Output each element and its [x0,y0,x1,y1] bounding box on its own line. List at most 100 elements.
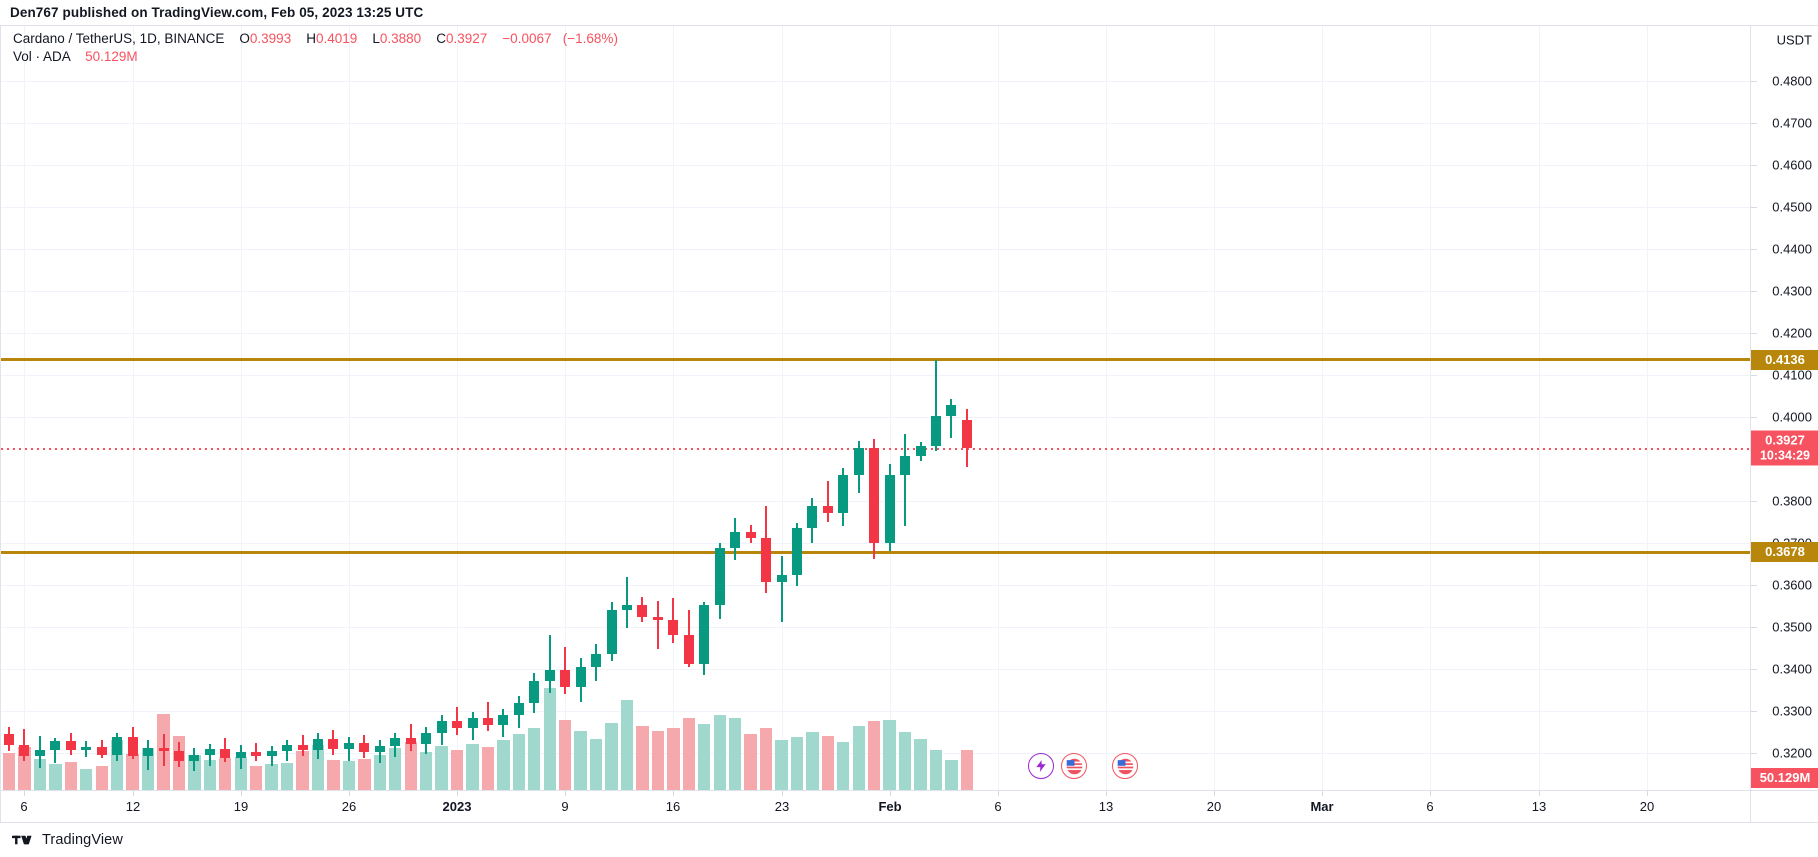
volume-bar [914,738,927,790]
chart-legend: Cardano / TetherUS, 1D, BINANCE O0.3993 … [13,30,618,65]
volume-bar [790,737,804,790]
time-axis-tick-label: 6 [20,799,28,814]
legend-high-label: H [306,31,316,46]
countdown-timer: 10:34:29 [1759,448,1811,463]
volume-bar [682,718,695,790]
candle-body [745,532,756,538]
time-axis-tickmark [673,791,674,796]
last-price-badge[interactable]: 0.3927 10:34:29 [1751,430,1818,466]
price-axis-tickmark [1751,375,1757,376]
candle-body [19,745,30,757]
candle-body [34,749,45,757]
footer-brand: TradingView [42,832,123,848]
candle-body [946,405,957,417]
support-price-badge[interactable]: 0.3678 [1751,542,1818,562]
candle-body [297,745,308,751]
time-axis-tick-label: 9 [561,799,569,814]
price-axis-tickmark [1751,291,1757,292]
price-axis[interactable]: USDT 0.4800 0.4700 0.4600 0.4500 0.4400 0.4300… [1750,25,1818,790]
gridline-vertical [1106,26,1107,790]
us-flag-marker-2[interactable] [1112,753,1138,779]
time-axis-tickmark [133,791,134,796]
volume-badge[interactable]: 50.129M [1751,768,1818,788]
volume-bar [188,754,201,790]
price-axis-tickmark [1751,627,1757,628]
legend-high-value: 0.4019 [316,31,358,46]
candle-body [683,635,694,664]
resistance-price-badge[interactable]: 0.4136 [1751,350,1818,370]
time-axis-tickmark [241,791,242,796]
legend-low-value: 0.3880 [379,31,422,46]
volume-bar [821,735,835,790]
lightning-bolt-icon [1036,760,1046,772]
candle-body [730,532,741,549]
price-axis-tick-label: 0.3500 [1772,619,1812,635]
chart-pane[interactable]: Cardano / TetherUS, 1D, BINANCE O0.3993 … [0,25,1750,790]
legend-change-pct: (−1.68%) [562,31,618,46]
price-line-resistance[interactable] [1,358,1750,361]
candle-wick [486,701,489,732]
candle-body [158,747,169,751]
time-axis-tick-label: 6 [1426,799,1434,814]
candle-body [668,620,679,636]
tradingview-logo-icon [12,833,34,847]
candle-body [699,605,710,664]
volume-bar [512,734,526,790]
time-axis-tick-label: 6 [994,799,1002,814]
price-axis-tick-label: 0.4800 [1772,73,1812,89]
gridline-horizontal [1,669,1750,670]
price-line-support[interactable] [1,551,1750,554]
candle-body [266,751,277,757]
gridline-horizontal [1,711,1750,712]
volume-bar [929,750,943,790]
gridline-vertical [1430,26,1431,790]
price-axis-tickmark [1751,585,1757,586]
legend-open-value: 0.3993 [249,31,292,46]
legend-volume-row: Vol · ADA 50.129M [13,48,618,65]
price-axis-tick-label: 0.4100 [1772,367,1812,383]
volume-bar [651,730,665,790]
volume-bar [775,740,788,790]
volume-bar [419,751,433,790]
candle-wick [255,742,258,762]
gridline-horizontal [1,417,1750,418]
gridline-vertical [782,26,783,790]
volume-bar [327,759,340,790]
candle-body [421,732,432,744]
price-axis-tickmark [1751,417,1757,418]
volume-bar [435,746,448,790]
time-axis-tick-label: Feb [878,799,902,814]
candle-body [405,737,416,744]
price-axis-tick-label: 0.4700 [1772,115,1812,131]
time-axis-tickmark [1106,791,1107,796]
volume-bar [898,732,912,790]
time-axis-tick-label: 23 [774,799,790,814]
earnings-bolt-marker[interactable] [1028,753,1054,779]
footer-bar: TradingView [0,822,1818,857]
candle-body [776,574,787,582]
candle-body [50,741,61,750]
volume-bar [620,700,634,790]
published-label: published on TradingView.com, [62,5,268,20]
us-flag-marker-1[interactable] [1061,753,1087,779]
resistance-price-badge-value: 0.4136 [1765,352,1805,367]
volume-bar [806,732,819,790]
gridline-horizontal [1,543,1750,544]
volume-bar [33,758,47,790]
price-axis-tickmark [1751,123,1757,124]
time-axis-tickmark [457,791,458,796]
volume-bar [837,742,850,790]
volume-bar [497,740,510,790]
price-axis-tick-label: 0.3300 [1772,703,1812,719]
price-axis-tickmark [1751,207,1757,208]
gridline-horizontal [1,207,1750,208]
time-axis[interactable]: 6 12 19 26 2023 9 16 23 Feb 6 13 20 Mar 6 13 20 [0,790,1750,822]
candle-body [189,754,200,761]
volume-bar [373,754,386,790]
time-axis-tick-label: 19 [233,799,249,814]
volume-bar [589,738,603,790]
candle-body [761,537,772,582]
volume-bar [265,763,278,790]
support-price-badge-value: 0.3678 [1765,544,1805,559]
